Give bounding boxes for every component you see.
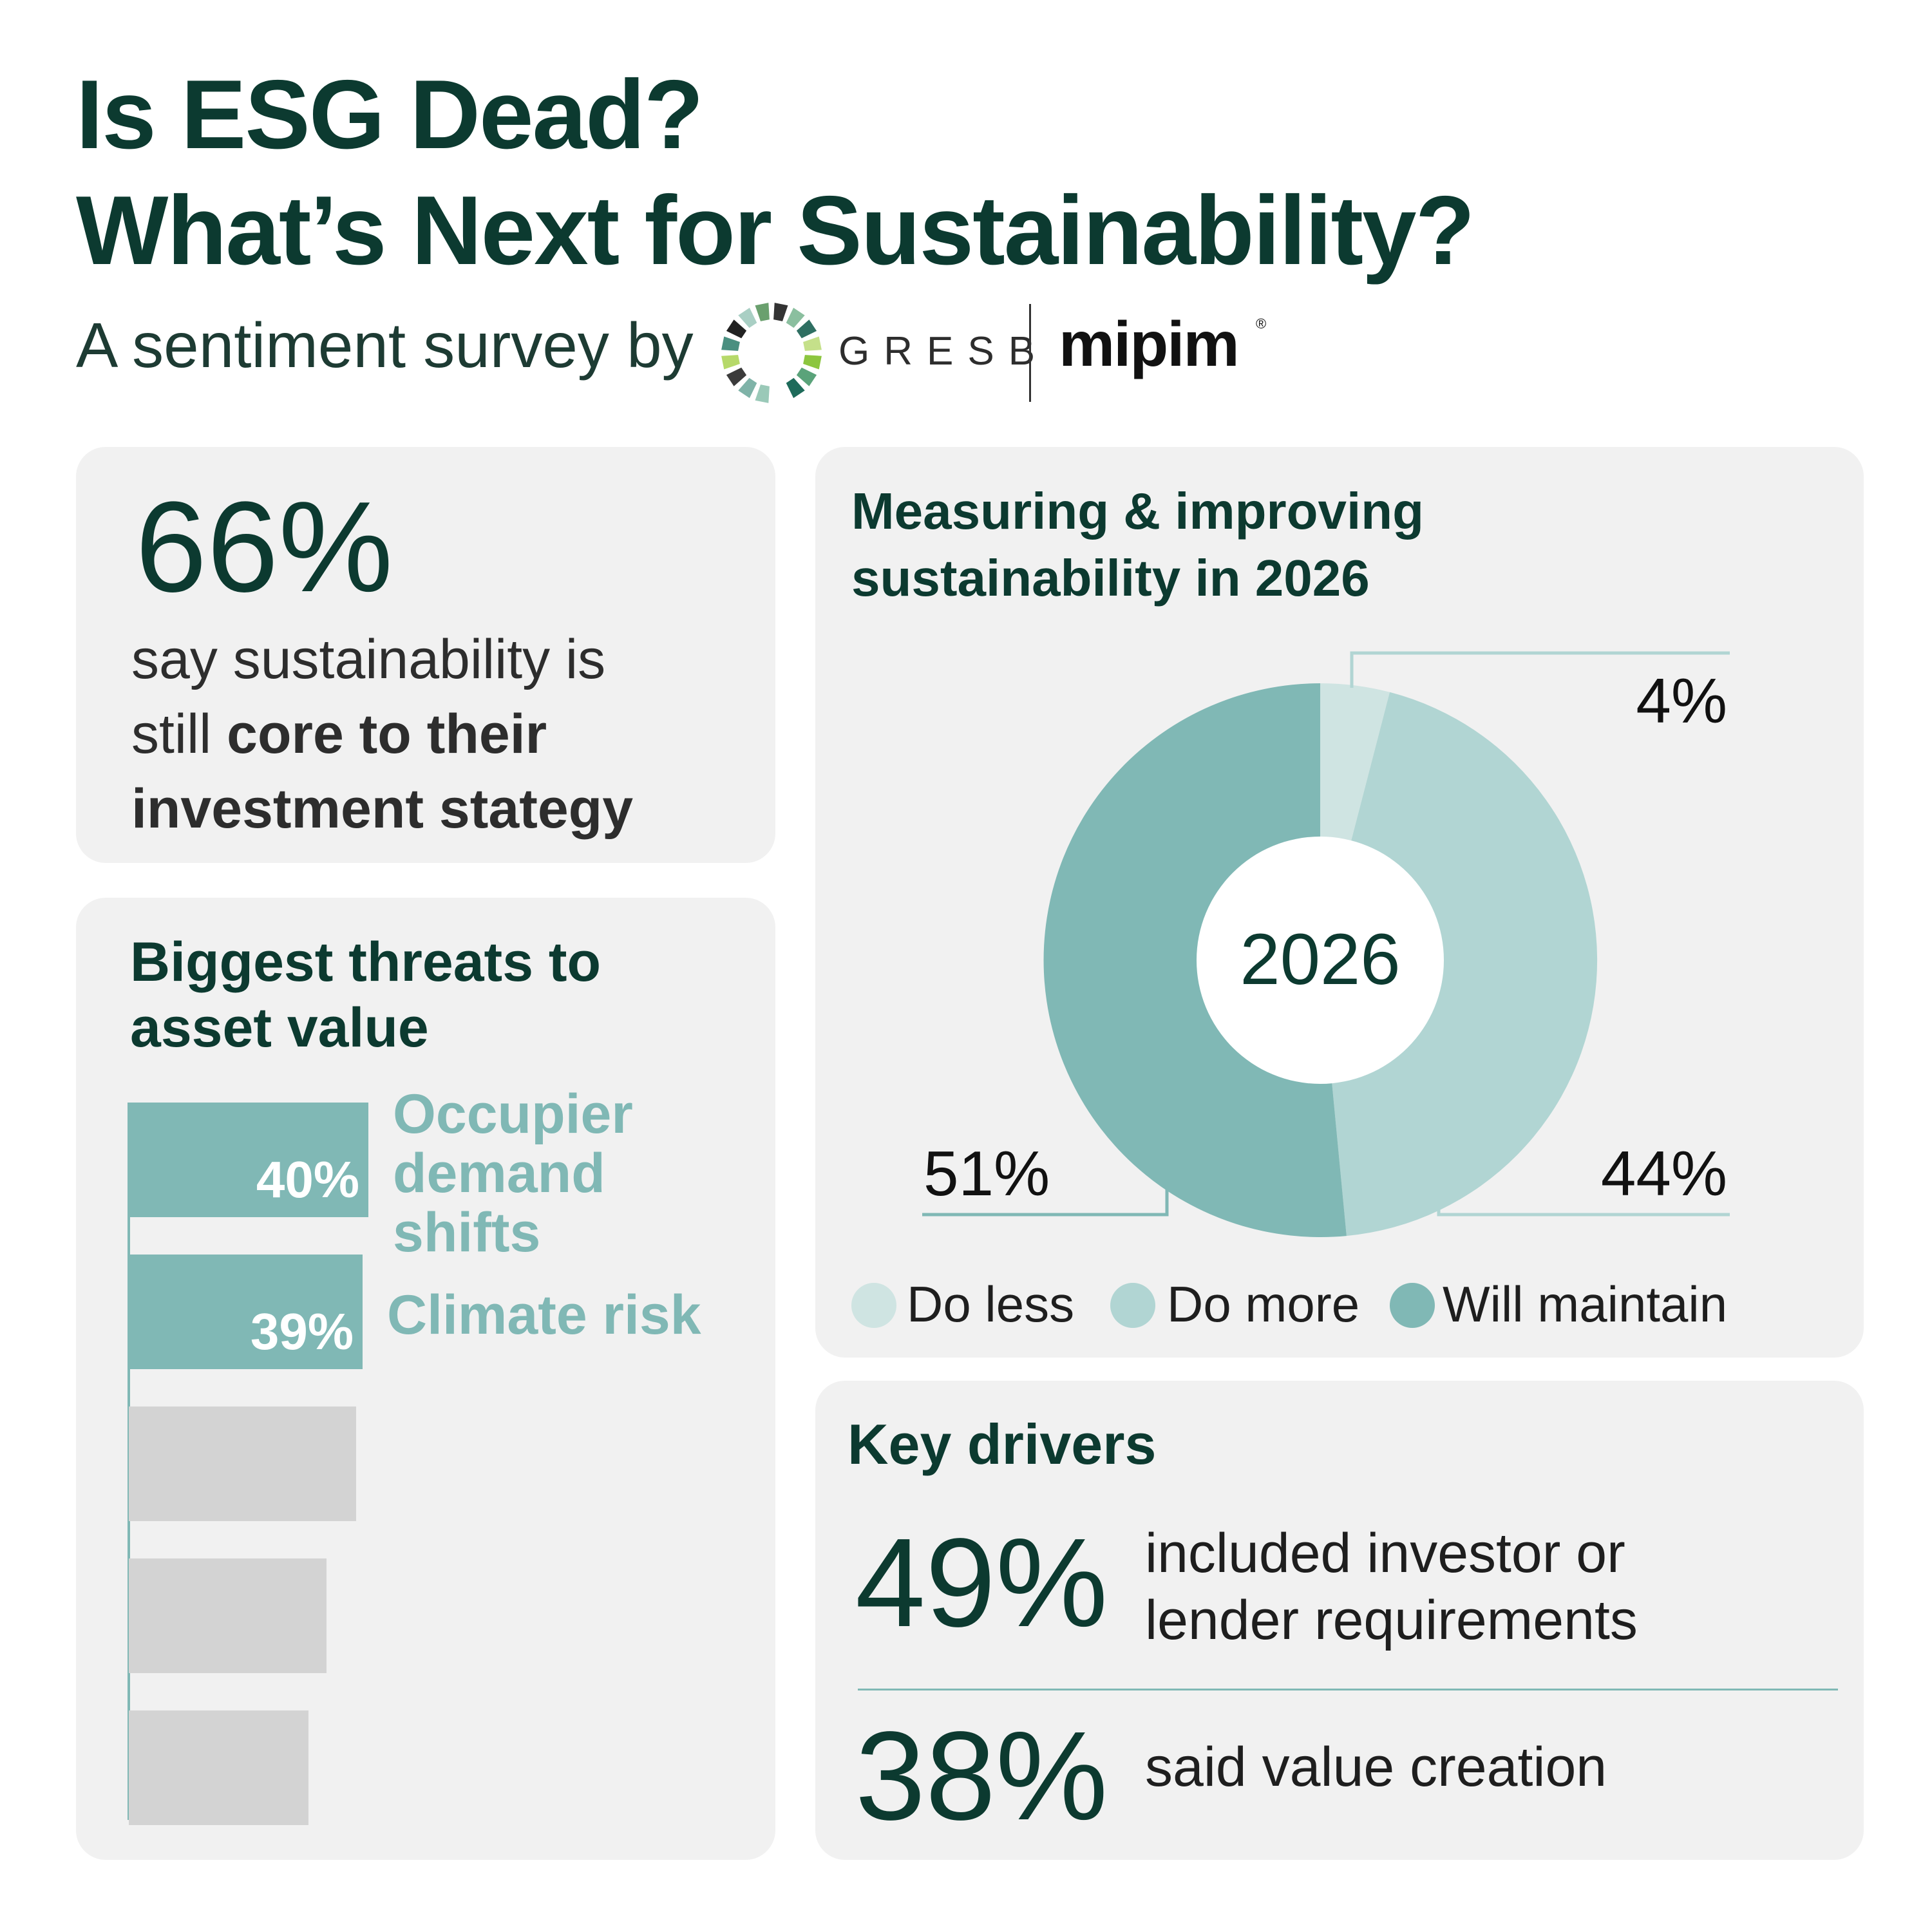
leader-line-do-more xyxy=(1437,1186,1730,1217)
legend-label-do-less: Do less xyxy=(907,1276,1075,1332)
driver-value-1: 49% xyxy=(855,1512,1108,1653)
gresb-logo-segment xyxy=(803,336,822,351)
gresb-logo-segment xyxy=(786,377,805,399)
threat-bar xyxy=(129,1406,356,1521)
page-title-line1: Is ESG Dead? xyxy=(76,60,704,169)
threat-bar-category-label: Occupier demand shifts xyxy=(393,1084,633,1262)
threat-label-line: demand xyxy=(393,1142,605,1204)
slice-label-do-less: 4% xyxy=(1636,665,1727,736)
threats-title-line2: asset value xyxy=(130,997,429,1059)
gresb-logo-segment xyxy=(773,303,788,321)
mipim-registered-mark: ® xyxy=(1256,316,1267,332)
core-strategy-line2-plain: still xyxy=(131,703,227,765)
threats-bar-chart: 40% Occupier demand shifts 39% Climate risk xyxy=(129,1084,773,1825)
legend-dot-do-more xyxy=(1110,1283,1155,1328)
core-strategy-line1: say sustainability is xyxy=(131,629,606,690)
threat-label-line: Climate risk xyxy=(387,1284,701,1346)
slice-label-do-more: 44% xyxy=(1600,1138,1727,1209)
gresb-logo-segment xyxy=(755,303,770,321)
threats-title-line1: Biggest threats to xyxy=(130,931,601,993)
gresb-logo-text: GRESB xyxy=(838,329,1050,374)
leader-line-will-maintain xyxy=(922,1186,1169,1217)
threat-bar-value-label: 39% xyxy=(250,1303,354,1360)
gresb-logo-segment xyxy=(726,367,747,386)
key-drivers-card: Key drivers 49% included investor or len… xyxy=(815,1381,1864,1860)
gresb-logo-segment xyxy=(755,384,770,403)
threat-bar: 40% xyxy=(129,1103,368,1217)
chart-title-line2: sustainability in 2026 xyxy=(851,549,1370,607)
threat-label-line: Occupier xyxy=(393,1083,633,1145)
gresb-logo-segment xyxy=(796,367,817,386)
core-strategy-line2: still core to their xyxy=(131,697,547,772)
threat-bar xyxy=(129,1710,308,1825)
gresb-logo-segment xyxy=(738,377,757,399)
driver-text-2-line1: said value creation xyxy=(1145,1736,1607,1798)
driver-text-1-line2: lender requirements xyxy=(1145,1589,1638,1651)
core-strategy-value: 66% xyxy=(135,475,393,619)
gresb-logo-segment xyxy=(721,355,740,370)
drivers-divider xyxy=(858,1689,1838,1690)
logo-divider xyxy=(1029,304,1031,402)
gresb-logo-segment xyxy=(721,336,740,351)
donut-chart: 2026 xyxy=(922,651,1730,1237)
donut-slice-will-maintain xyxy=(1043,683,1347,1237)
threat-bar: 39% xyxy=(129,1255,363,1369)
gresb-logo-segment xyxy=(796,319,817,339)
threat-bar-category-label: Climate risk xyxy=(387,1285,701,1345)
key-drivers-title: Key drivers xyxy=(848,1412,1157,1476)
gresb-logo-segment xyxy=(786,307,805,328)
slice-label-will-maintain: 51% xyxy=(923,1138,1050,1209)
donut-hole xyxy=(1197,837,1444,1084)
gresb-logo-segment xyxy=(738,307,757,328)
donut-slice-do-more xyxy=(1320,692,1598,1236)
threat-bar xyxy=(129,1558,327,1673)
driver-value-2: 38% xyxy=(855,1705,1108,1846)
core-strategy-card: 66% say sustainability is still core to … xyxy=(76,447,775,863)
legend-label-do-more: Do more xyxy=(1167,1276,1360,1332)
core-strategy-line3: investment stategy xyxy=(131,778,634,840)
gresb-logo-segment xyxy=(726,319,747,339)
legend-dot-will-maintain xyxy=(1390,1283,1435,1328)
driver-text-1-line1: included investor or xyxy=(1145,1522,1625,1584)
threat-bar-value-label: 40% xyxy=(256,1151,359,1208)
page-title-line2: What’s Next for Sustainability? xyxy=(76,176,1475,285)
subtitle: A sentiment survey by xyxy=(76,310,694,381)
chart-title-line1: Measuring & improving xyxy=(851,482,1424,540)
mipim-logo-text: mipim xyxy=(1059,308,1240,379)
leader-line-do-less xyxy=(1350,651,1730,688)
threat-label-line: shifts xyxy=(393,1202,541,1264)
core-strategy-line2-bold: core to their xyxy=(227,703,547,765)
donut-center-label: 2026 xyxy=(1240,919,1400,999)
legend-label-will-maintain: Will maintain xyxy=(1443,1276,1728,1332)
sustainability-2026-card: Measuring & improving sustainability in … xyxy=(815,447,1864,1358)
gresb-logo-icon xyxy=(721,303,822,403)
gresb-logo-segment xyxy=(803,355,822,370)
legend-dot-do-less xyxy=(851,1283,896,1328)
threats-card: Biggest threats to asset value 40% Occupi… xyxy=(76,898,775,1860)
